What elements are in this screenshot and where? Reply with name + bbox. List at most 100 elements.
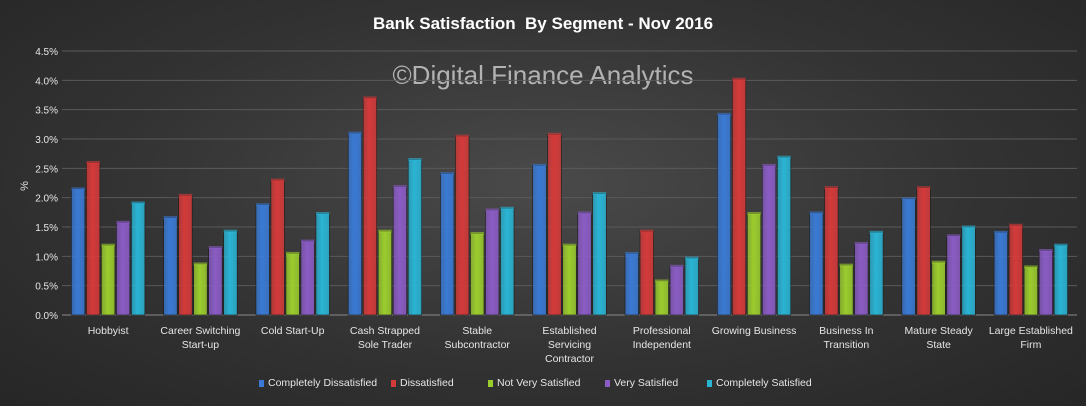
bar-cap [485,208,499,212]
bar [1008,224,1023,316]
bars [71,77,1068,316]
bar-cap [625,251,639,255]
bar [131,202,146,316]
bar [208,247,223,316]
bar [654,280,669,316]
bar-cap [946,234,961,238]
bar [824,187,839,316]
bar-cap [315,212,330,216]
bar [869,231,884,316]
bar-cap [363,96,377,100]
y-tick-label: 0.0% [35,311,58,322]
bar-cap [193,262,208,266]
legend-label: Completely Dissatisfied [268,377,377,389]
bar [193,263,208,316]
watermark: ©Digital Finance Analytics [393,60,694,90]
bar-cap [1054,243,1068,247]
bar [178,195,193,316]
bar-cap [208,246,223,250]
y-axis-label: % [19,181,31,191]
bar [71,188,86,316]
bar [731,78,747,316]
bar [624,253,639,316]
bar [592,193,607,316]
bar-cap [131,201,145,205]
y-tick-label: 3.5% [35,106,58,117]
bar [1038,250,1053,316]
bar [116,222,131,316]
bar [163,217,178,316]
bar-cap [717,112,731,116]
bar [669,266,684,316]
legend-label: Dissatisfied [400,377,454,389]
bar-cap [1039,248,1053,252]
y-tick-label: 0.5% [35,282,58,293]
bar-cap [223,229,238,233]
bar [377,230,393,316]
bar-cap [348,131,362,135]
bar-cap [547,132,562,136]
y-tick-label: 3.0% [35,135,58,146]
bar [901,198,916,316]
bar [223,230,238,316]
y-tick-label: 2.5% [35,164,58,175]
bar-cap [655,279,669,283]
bar [315,213,330,316]
bar-cap [994,230,1008,234]
x-tick-label: Growing Business [712,325,797,337]
bar-cap [408,158,422,162]
bar-cap [393,185,407,189]
legend: Completely Dissatisfied Dissatisfied Not V… [259,377,812,389]
bar [470,233,485,316]
bar [761,165,777,316]
legend-item: Not Very Satisfied [488,377,581,389]
legend-item: Dissatisfied [391,377,454,389]
bar-cap [577,211,592,215]
bar [547,134,562,316]
bar-cap [101,243,115,247]
bar [776,156,792,316]
bar-cap [71,187,85,191]
bar-cap [685,256,699,260]
bar-cap [116,220,130,224]
bar [1023,266,1038,316]
bar [946,235,961,316]
bar-cap [961,225,976,229]
bar-cap [869,230,884,234]
bar-cap [592,192,607,196]
bar [562,244,577,316]
bar [455,135,470,316]
bar [716,114,732,316]
bar-cap [931,260,946,264]
bar [577,212,592,316]
bar [407,159,423,316]
bar [362,97,378,316]
legend-swatch [391,380,396,387]
bar [931,261,946,316]
x-tick-label: Established Servicing Contractor [542,325,596,365]
legend-item: Completely Dissatisfied [259,377,377,389]
x-tick-label: Cash Strapped Sole Trader [350,325,420,351]
bar-cap [824,186,839,190]
x-tick-label: Mature Steady State [904,325,973,351]
legend-swatch [488,380,493,387]
x-tick-labels: Hobbyist Career Switching Start-up Cold Sta… [88,325,1073,365]
y-tick-label: 2.0% [35,194,58,205]
bar-cap [86,160,100,164]
bar [993,231,1008,316]
bar [485,209,500,316]
legend-label: Not Very Satisfied [497,377,581,389]
bar-cap [470,231,484,235]
bar-cap [916,186,931,190]
legend-item: Completely Satisfied [707,377,812,389]
bar-cap [747,212,761,216]
bar-cap [777,155,791,159]
bar [500,207,515,316]
bar [392,186,408,316]
bar [639,230,654,316]
x-tick-label: Business In Transition [819,325,873,351]
bar [101,244,116,316]
bar [270,179,285,316]
bar [746,213,762,316]
